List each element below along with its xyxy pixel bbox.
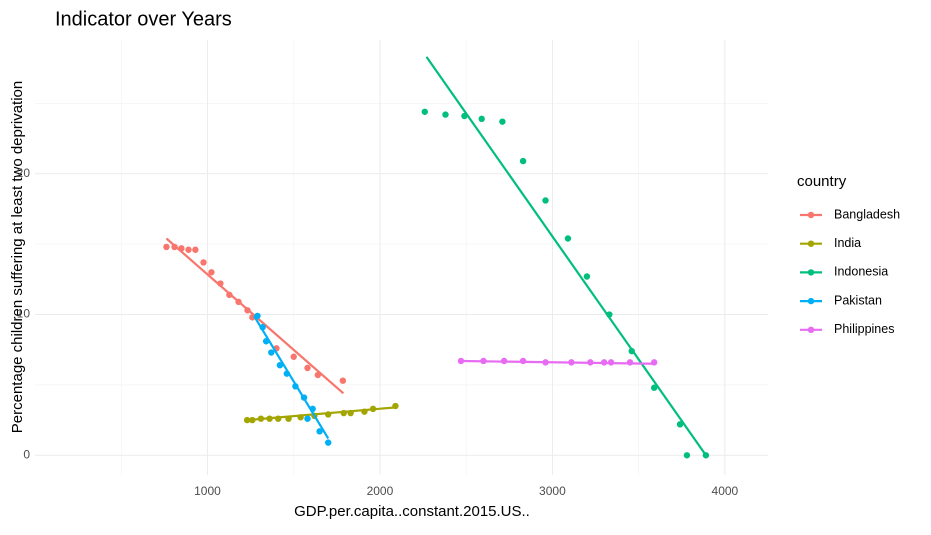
- legend-label: Indonesia: [834, 265, 888, 279]
- legend-dot: [807, 211, 815, 219]
- point: [683, 452, 691, 459]
- marks: [163, 56, 710, 459]
- point: [316, 428, 323, 435]
- point: [650, 384, 658, 391]
- point: [519, 157, 527, 165]
- x-axis-title: GDP.per.capita..constant.2015.US..: [294, 503, 530, 520]
- legend-dot: [807, 240, 815, 247]
- legend-dot: [807, 326, 815, 333]
- y-axis-title: Percentage children suffering at least t…: [9, 81, 26, 433]
- point: [276, 361, 284, 369]
- legend-title: country: [797, 173, 847, 190]
- x-tick-label: 4000: [712, 484, 739, 498]
- x-tick-label: 2000: [367, 484, 394, 498]
- point: [304, 415, 311, 422]
- legend-label: Bangladesh: [834, 207, 900, 221]
- point: [325, 439, 332, 446]
- point: [583, 273, 591, 280]
- point: [339, 377, 347, 384]
- point: [192, 246, 199, 253]
- x-tick-label: 1000: [194, 484, 221, 498]
- trend-line: [460, 359, 656, 365]
- point: [200, 259, 207, 266]
- point: [499, 118, 506, 125]
- y-tick-label: 0: [23, 447, 30, 461]
- trend-line: [253, 315, 330, 439]
- legend-dot: [807, 269, 815, 276]
- legend-label: Philippines: [834, 322, 894, 336]
- legend-label: Pakistan: [834, 293, 882, 307]
- point: [676, 421, 684, 428]
- point: [478, 115, 485, 123]
- grid: [35, 40, 768, 475]
- point: [268, 349, 275, 356]
- point: [185, 246, 192, 253]
- point: [290, 353, 297, 360]
- legend-dot: [807, 297, 815, 305]
- point: [564, 235, 572, 242]
- trend-line: [425, 56, 707, 456]
- point: [421, 108, 428, 115]
- point: [163, 243, 170, 251]
- point: [442, 111, 449, 118]
- legend-label: India: [834, 236, 861, 250]
- point: [542, 197, 549, 204]
- y-tick-label: 10: [17, 307, 31, 321]
- chart-title: Indicator over Years: [55, 8, 232, 30]
- point: [208, 269, 215, 276]
- trend-line: [247, 406, 396, 422]
- point: [457, 357, 465, 365]
- x-tick-label: 3000: [539, 484, 566, 498]
- point: [304, 364, 311, 372]
- y-tick-label: 20: [17, 166, 31, 180]
